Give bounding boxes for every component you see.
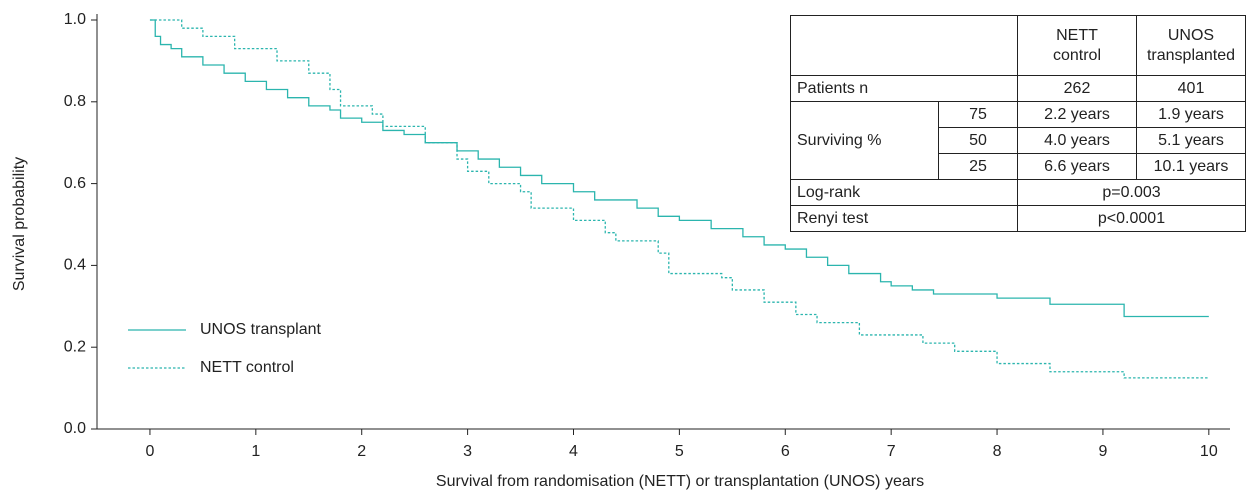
row-label: Log-rank bbox=[790, 179, 1018, 206]
table-cell: 262 bbox=[1017, 75, 1137, 102]
legend-label: NETT control bbox=[200, 359, 294, 376]
table-cell: 401 bbox=[1136, 75, 1246, 102]
table-cell: 10.1 years bbox=[1136, 153, 1246, 180]
table-cell: 1.9 years bbox=[1136, 101, 1246, 128]
row-label: Patients n bbox=[790, 75, 1018, 102]
x-axis-label: Survival from randomisation (NETT) or tr… bbox=[436, 473, 924, 490]
legend-label: UNOS transplant bbox=[200, 321, 321, 338]
x-tick-label: 7 bbox=[887, 443, 896, 460]
y-tick-label: 0.4 bbox=[64, 257, 86, 274]
x-tick-label: 0 bbox=[145, 443, 154, 460]
y-tick-label: 0.6 bbox=[64, 175, 86, 192]
x-tick-label: 6 bbox=[781, 443, 790, 460]
table-cell: p=0.003 bbox=[1017, 179, 1246, 206]
x-tick-label: 10 bbox=[1200, 443, 1218, 460]
row-label: Surviving % bbox=[790, 101, 939, 180]
x-tick-label: 4 bbox=[569, 443, 578, 460]
percent-cell: 50 bbox=[938, 127, 1018, 154]
y-axis-label: Survival probability bbox=[11, 157, 28, 291]
table-cell: 2.2 years bbox=[1017, 101, 1137, 128]
column-name: NETT control bbox=[1052, 26, 1102, 64]
y-tick-label: 0.8 bbox=[64, 93, 86, 110]
survival-line bbox=[149, 19, 1209, 318]
y-tick-label: 1.0 bbox=[64, 11, 86, 28]
table-header: NETT control bbox=[1017, 15, 1137, 76]
x-tick-label: 1 bbox=[251, 443, 260, 460]
percent-cell: 25 bbox=[938, 153, 1018, 180]
survival-line bbox=[149, 19, 1209, 379]
x-tick-label: 8 bbox=[993, 443, 1002, 460]
y-tick-label: 0.0 bbox=[64, 420, 86, 437]
x-tick-label: 9 bbox=[1098, 443, 1107, 460]
table-cell bbox=[790, 15, 1018, 76]
row-label: Renyi test bbox=[790, 205, 1018, 232]
table-cell: 5.1 years bbox=[1136, 127, 1246, 154]
x-tick-label: 2 bbox=[357, 443, 366, 460]
table-cell: 6.6 years bbox=[1017, 153, 1137, 180]
table-header: UNOS transplanted bbox=[1136, 15, 1246, 76]
percent-cell: 75 bbox=[938, 101, 1018, 128]
inset-table: NETT control UNOS transplanted Patients … bbox=[790, 15, 1246, 232]
table-cell: p<0.0001 bbox=[1017, 205, 1246, 232]
x-tick-label: 5 bbox=[675, 443, 684, 460]
y-tick-label: 0.2 bbox=[64, 338, 86, 355]
table-cell: 4.0 years bbox=[1017, 127, 1137, 154]
x-tick-label: 3 bbox=[463, 443, 472, 460]
column-name: UNOS transplanted bbox=[1146, 26, 1236, 64]
